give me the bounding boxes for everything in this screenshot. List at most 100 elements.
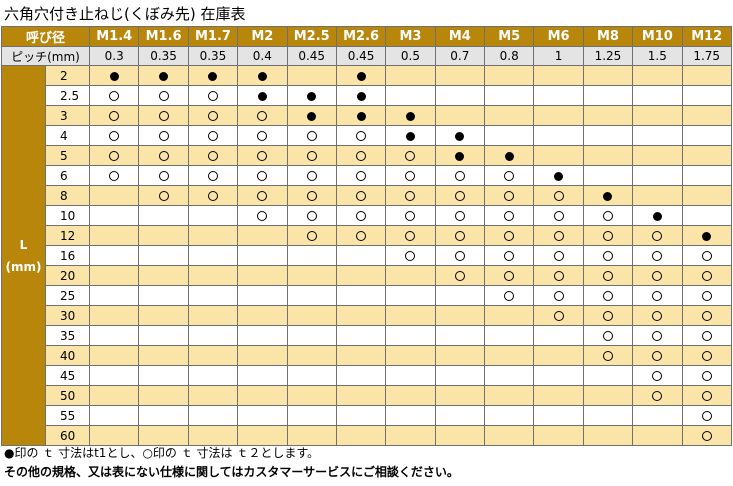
stock-cell xyxy=(681,325,732,346)
stock-cell xyxy=(335,125,387,146)
pitch-value: 0.3 xyxy=(89,46,140,66)
page-title: 六角穴付き止ねじ(くぼみ先) 在庫表 xyxy=(4,5,246,23)
stock-cell xyxy=(187,365,239,386)
stock-cell xyxy=(89,405,140,426)
stock-cell xyxy=(385,105,436,126)
stock-cell xyxy=(187,185,239,206)
stock-cell xyxy=(237,285,288,306)
stock-cell xyxy=(484,245,535,266)
stock-cell xyxy=(385,385,436,406)
open-circle-icon xyxy=(652,331,663,341)
open-circle-icon xyxy=(652,391,663,401)
stock-cell xyxy=(335,205,387,226)
open-circle-icon xyxy=(701,311,712,321)
pitch-value: 1.5 xyxy=(632,46,683,66)
stock-cell xyxy=(138,145,189,166)
open-circle-icon xyxy=(405,211,416,221)
open-circle-icon xyxy=(652,271,663,281)
stock-cell xyxy=(89,265,140,286)
stock-cell xyxy=(187,265,239,286)
stock-cell xyxy=(632,225,683,246)
open-circle-icon xyxy=(602,351,613,361)
stock-cell xyxy=(681,165,732,186)
open-circle-icon xyxy=(652,351,663,361)
size-header: M10 xyxy=(632,26,683,47)
length-value: 3 xyxy=(44,105,91,126)
stock-cell xyxy=(582,245,634,266)
open-circle-icon xyxy=(405,191,416,201)
stock-cell xyxy=(582,425,634,446)
open-circle-icon xyxy=(257,151,268,161)
pitch-value: 0.8 xyxy=(484,46,535,66)
stock-cell xyxy=(138,245,189,266)
open-circle-icon xyxy=(257,211,268,221)
open-circle-icon xyxy=(257,171,268,181)
stock-table-body: L (mm) 2 2.5 3 4 5 6 8 10 12 16 20 25 30 35 40 45 50 55 60 xyxy=(1,65,732,446)
stock-cell xyxy=(632,405,683,426)
stock-cell xyxy=(582,125,634,146)
stock-cell xyxy=(138,185,189,206)
stock-cell xyxy=(434,225,486,246)
stock-cell xyxy=(89,185,140,206)
size-label: 呼び径 xyxy=(0,26,91,47)
open-circle-icon xyxy=(306,151,317,161)
stock-cell xyxy=(286,205,337,226)
open-circle-icon xyxy=(504,271,515,281)
stock-cell xyxy=(286,405,337,426)
open-circle-icon xyxy=(701,351,712,361)
open-circle-icon xyxy=(454,251,465,261)
stock-cell xyxy=(335,185,387,206)
stock-cell xyxy=(533,425,584,446)
pitch-value: 1.25 xyxy=(582,46,634,66)
open-circle-icon xyxy=(356,231,367,241)
stock-cell xyxy=(237,165,288,186)
table-row: 6 xyxy=(2,165,732,186)
stock-cell xyxy=(335,285,387,306)
stock-cell xyxy=(286,105,337,126)
filled-circle-icon xyxy=(405,111,415,121)
stock-cell xyxy=(632,265,683,286)
stock-cell xyxy=(681,225,732,246)
stock-cell xyxy=(286,265,337,286)
pitch-value: 0.35 xyxy=(138,46,189,66)
table-row: L (mm) 2 xyxy=(1,65,732,446)
stock-cell xyxy=(138,225,189,246)
table-row: 8 xyxy=(2,185,732,206)
stock-cell xyxy=(89,85,140,106)
stock-cell xyxy=(286,145,337,166)
stock-cell xyxy=(484,65,535,86)
size-header: M4 xyxy=(434,26,486,47)
stock-cell xyxy=(533,125,584,146)
stock-cell xyxy=(237,225,288,246)
length-value: 12 xyxy=(44,225,91,246)
stock-cell xyxy=(533,325,584,346)
table-row: 55 xyxy=(2,405,732,426)
stock-cell xyxy=(533,245,584,266)
stock-cell xyxy=(237,405,288,426)
stock-cell xyxy=(681,365,732,386)
size-header: M3 xyxy=(385,26,436,47)
stock-cell xyxy=(582,165,634,186)
size-header: M2.5 xyxy=(286,26,337,47)
stock-cell xyxy=(484,205,535,226)
stock-cell xyxy=(286,165,337,186)
stock-cell xyxy=(237,125,288,146)
stock-cell xyxy=(89,245,140,266)
stock-table: 呼び径 M1.4 M1.6 M1.7 M2 M2.5 M2.6 M3 M4 M5 M6 M8 M10 M… xyxy=(0,26,732,446)
filled-circle-icon xyxy=(307,111,317,121)
open-circle-icon xyxy=(257,131,268,141)
stock-cell xyxy=(385,205,436,226)
stock-cell xyxy=(434,125,486,146)
table-row: 45 xyxy=(2,365,732,386)
open-circle-icon xyxy=(405,171,416,181)
length-value: 50 xyxy=(44,385,91,406)
stock-cell xyxy=(484,285,535,306)
open-circle-icon xyxy=(701,291,712,301)
stock-cell xyxy=(434,105,486,126)
stock-cell xyxy=(632,145,683,166)
stock-cell xyxy=(385,125,436,146)
open-circle-icon xyxy=(553,271,564,281)
stock-cell xyxy=(237,105,288,126)
filled-circle-icon xyxy=(356,111,366,121)
stock-cell xyxy=(533,285,584,306)
